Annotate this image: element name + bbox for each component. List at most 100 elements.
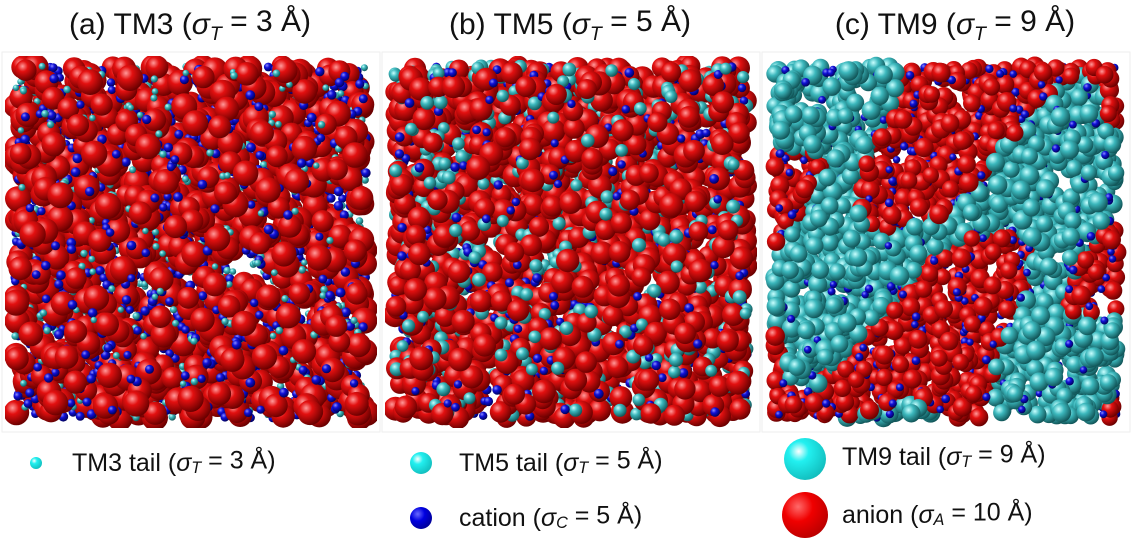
atom [150,95,157,102]
atom [235,62,259,86]
atom [181,371,190,380]
atom [145,365,154,374]
atom [317,134,326,143]
atom [150,194,159,203]
snapshot [383,54,758,429]
atom [18,127,24,133]
atom [325,291,334,300]
atom [613,404,626,417]
atom [452,137,465,150]
atom [540,367,548,375]
atom [711,132,734,155]
atom [737,71,749,83]
atom [165,297,174,306]
atom [15,59,37,81]
atom [129,201,152,224]
atom [106,228,115,237]
atom [214,181,237,204]
atom [338,90,345,97]
atom [134,326,142,334]
atom [279,388,289,398]
atom [350,379,358,387]
atom [43,390,68,415]
atom [608,167,617,176]
atom [315,67,324,76]
atom [180,75,189,84]
atom [8,256,32,280]
atom [252,344,277,369]
atom [254,260,261,267]
atom [345,392,369,416]
atom [514,325,522,333]
atom [11,332,19,340]
atom [145,56,168,79]
atom [159,203,167,211]
atom [299,366,308,375]
atom [220,348,244,372]
atom [472,125,481,134]
atom [284,169,309,194]
atom [19,322,44,347]
atom [121,157,130,166]
atom [127,241,137,251]
atom [257,406,265,414]
atom [689,221,709,241]
atom [484,397,493,406]
atom [297,159,306,168]
atom [142,249,151,258]
atom [95,313,119,337]
atom [275,121,282,128]
atom [289,283,311,305]
snapshot [3,54,380,431]
atom [159,250,166,257]
atom [25,388,34,397]
atom [529,259,542,272]
atom [85,187,94,196]
atom [64,320,87,343]
atom [270,333,277,340]
atom [127,375,136,384]
atom [157,288,164,295]
atom [505,278,514,287]
atom [472,273,486,287]
atom [315,233,323,241]
atom [342,142,368,168]
atom [605,64,618,77]
atom [10,143,32,165]
atom [292,136,318,162]
atom [212,263,218,269]
atom [165,104,172,111]
atom [318,121,325,128]
atom [202,358,211,367]
atom [40,309,47,316]
atom [32,270,41,279]
atom [107,78,115,86]
atom [127,274,135,282]
atom [182,176,189,183]
atom [80,250,87,257]
atom [273,70,281,78]
atom [292,339,317,364]
atom [334,201,344,211]
atom [112,150,121,159]
atom [20,380,27,387]
atom [216,373,225,382]
atom [49,74,58,83]
atom [245,378,255,388]
atom [244,408,253,417]
atom [54,330,64,340]
atom [113,352,120,359]
atom [44,373,53,382]
atom [560,321,574,335]
atom [47,121,54,128]
atom [312,210,334,232]
atom [332,402,342,412]
atom [203,272,227,296]
atom [33,363,42,372]
atom [702,129,711,138]
atom [460,221,480,241]
atom [562,63,576,77]
atom [83,398,92,407]
atom [549,292,558,301]
atom [153,169,179,195]
